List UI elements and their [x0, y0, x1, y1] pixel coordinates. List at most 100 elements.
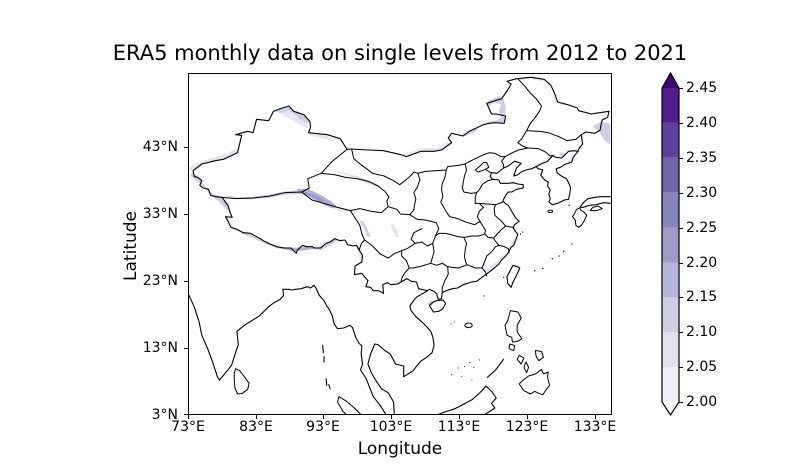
province-borders-south — [365, 215, 487, 292]
shade-inner-mongolia-west — [402, 141, 452, 156]
province-borders-northeast — [518, 79, 581, 156]
x-tick-label: 103°E — [369, 419, 413, 435]
colorbar-segment — [662, 122, 679, 158]
y-tick-label: 23°N — [142, 273, 178, 289]
coastline-layer — [189, 151, 610, 414]
colorbar-tick — [679, 88, 683, 89]
x-tick-label: 113°E — [437, 419, 481, 435]
colorbar-tick-label: 2.30 — [686, 185, 718, 201]
shade-zhejiang-coast — [507, 239, 516, 251]
colorbar-segment — [662, 192, 679, 228]
shade-sichuan-rim — [390, 223, 400, 238]
shade-yunnan-vietnam — [391, 277, 408, 285]
colorbar-segment — [662, 297, 679, 333]
province-boundary-layer — [222, 79, 581, 292]
coast-luzon — [505, 311, 522, 342]
y-axis-label: Latitude — [121, 211, 141, 281]
x-tick — [391, 415, 392, 419]
y-tick-label: 3°N — [151, 407, 178, 423]
colorbar-tick — [679, 123, 683, 124]
shade-hengduan — [359, 220, 371, 237]
shade-himalaya — [241, 231, 339, 251]
colorbar-segment — [662, 88, 679, 123]
colorbar — [655, 68, 700, 420]
colorbar-segment — [662, 367, 679, 403]
colorbar-segment — [662, 332, 679, 368]
y-tick-label: 33°N — [142, 206, 178, 222]
colorbar-segment — [662, 227, 679, 263]
x-tick — [527, 415, 528, 419]
shade-kunlun-core-dark — [303, 192, 326, 202]
colorbar-tick-label: 2.15 — [686, 289, 718, 305]
x-tick-label: 123°E — [505, 419, 549, 435]
colorbar-tick — [679, 193, 683, 194]
x-tick — [595, 415, 596, 419]
coast-hainan — [429, 300, 445, 312]
coast-jeju — [548, 210, 553, 212]
colorbar-tick — [679, 297, 683, 298]
shade-east-tianshan — [308, 132, 339, 141]
colorbar-tick-label: 2.35 — [686, 150, 718, 166]
colorbar-tick-label: 2.40 — [686, 115, 718, 131]
coast-macclesfield-bank — [465, 323, 472, 328]
coast-negros — [524, 362, 529, 373]
colorbar-tick-label: 2.45 — [686, 80, 718, 96]
coast-mindanao — [519, 369, 549, 394]
y-tick-label: 43°N — [142, 139, 178, 155]
province-borders-north — [418, 148, 528, 203]
island-specks — [450, 204, 573, 381]
colorbar-segments — [662, 73, 679, 415]
coast-panay — [517, 355, 524, 364]
province-borders-west — [222, 149, 420, 250]
coast-korea — [536, 151, 578, 204]
shade-tianshan-west — [189, 147, 239, 172]
colorbar-tick-label: 2.20 — [686, 255, 718, 271]
colorbar-tick-label: 2.10 — [686, 324, 718, 340]
shade-pamir — [190, 172, 231, 212]
coast-sri-lanka — [234, 369, 249, 394]
colorbar-segment — [662, 262, 679, 298]
x-tick — [256, 415, 257, 419]
colorbar-under-arrow — [662, 402, 679, 415]
colorbar-tick — [679, 263, 683, 264]
x-axis-label: Longitude — [357, 439, 443, 459]
figure-title: ERA5 monthly data on single levels from … — [112, 41, 688, 65]
y-tick-label: 13°N — [142, 340, 178, 356]
y-tick — [184, 414, 188, 415]
colorbar-tick-label: 2.25 — [686, 220, 718, 236]
y-tick — [184, 214, 188, 215]
coast-taiwan — [507, 265, 520, 287]
coast-borneo — [437, 386, 496, 414]
coast-shikoku — [590, 206, 602, 211]
coast-mindoro — [509, 344, 514, 351]
colorbar-tick-label: 2.00 — [686, 394, 718, 410]
x-tick-label: 133°E — [573, 419, 617, 435]
x-tick — [323, 415, 324, 419]
china-national-boundary — [193, 77, 609, 299]
shade-fujian-coast — [483, 254, 506, 272]
coast-gulf-vietnam — [368, 291, 434, 414]
x-tick-label: 73°E — [171, 419, 205, 435]
colorbar-tick — [679, 367, 683, 368]
coast-palawan — [487, 359, 503, 377]
colorbar-tick — [679, 158, 683, 159]
shade-altai-inner — [280, 110, 309, 129]
x-tick-label: 93°E — [306, 419, 340, 435]
shade-sikhote-alin — [592, 122, 611, 145]
coast-sumatra — [338, 397, 365, 414]
y-tick — [184, 281, 188, 282]
shade-kunlun-band — [224, 190, 302, 200]
coast-kyushu — [573, 208, 587, 227]
shade-changbai — [559, 152, 567, 158]
shade-amur-east — [552, 94, 566, 106]
y-tick — [184, 348, 188, 349]
x-tick — [459, 415, 460, 419]
coast-samar — [535, 351, 543, 361]
contour-shading-layer — [189, 76, 611, 306]
map-canvas — [189, 74, 611, 414]
colorbar-tick — [679, 402, 683, 403]
coast-andaman-islands — [323, 345, 330, 388]
y-tick — [184, 147, 188, 148]
x-tick — [188, 415, 189, 419]
